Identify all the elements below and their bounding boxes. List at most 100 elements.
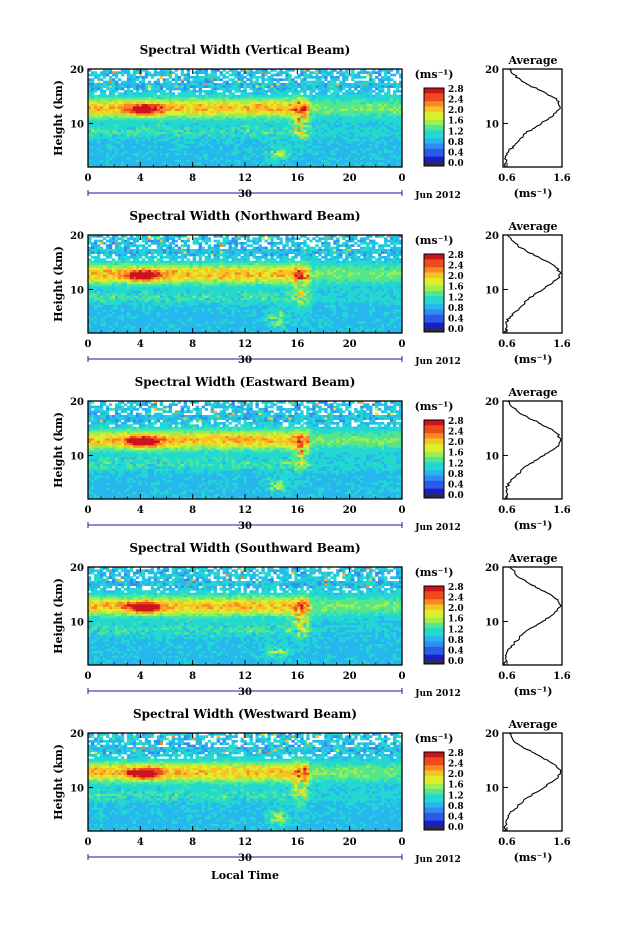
heatmap-cell	[366, 249, 370, 252]
heatmap-cell	[324, 146, 328, 149]
heatmap-cell	[234, 164, 238, 168]
heatmap-cell	[189, 160, 194, 163]
heatmap-cell	[351, 78, 355, 82]
heatmap-cell	[273, 97, 277, 100]
heatmap-cell	[258, 111, 262, 114]
heatmap-cell	[231, 136, 235, 140]
heatmap-cell	[147, 244, 152, 248]
heatmap-cell	[186, 78, 191, 82]
heatmap-cell	[117, 160, 122, 163]
heatmap-cell	[351, 106, 355, 110]
heatmap-cell	[201, 125, 205, 128]
heatmap-cell	[369, 94, 373, 98]
heatmap-cell	[315, 97, 319, 100]
heatmap-cell	[231, 127, 235, 131]
heatmap-cell	[108, 249, 113, 252]
heatmap-cell	[303, 115, 307, 119]
heatmap-cell	[237, 235, 241, 238]
heatmap-cell	[129, 125, 134, 128]
heatmap-cell	[297, 92, 301, 96]
heatmap-cell	[237, 99, 241, 103]
heatmap-cell	[336, 237, 340, 241]
heatmap-cell	[153, 111, 158, 114]
heatmap-cell	[111, 162, 116, 166]
heatmap-cell	[177, 134, 182, 138]
heatmap-cell	[366, 235, 370, 238]
heatmap-cell	[96, 162, 101, 166]
heatmap-cell	[315, 94, 319, 98]
heatmap-cell	[378, 92, 382, 96]
heatmap-cell	[240, 153, 244, 156]
heatmap-cell	[306, 153, 310, 156]
heatmap-cell	[300, 136, 304, 140]
heatmap-cell	[345, 73, 349, 77]
heatmap-cell	[270, 122, 274, 126]
heatmap-cell	[132, 83, 137, 86]
heatmap-cell	[117, 111, 122, 114]
heatmap-cell	[174, 99, 179, 103]
heatmap-cell	[195, 122, 199, 126]
heatmap-cell	[159, 69, 164, 72]
heatmap-cell	[336, 127, 340, 131]
heatmap-cell	[246, 85, 250, 89]
heatmap-cell	[339, 143, 343, 147]
heatmap-cell	[105, 122, 110, 126]
heatmap-cell	[126, 113, 131, 117]
heatmap-cell	[243, 99, 247, 103]
heatmap-cell	[174, 111, 179, 114]
heatmap-cell	[240, 92, 244, 96]
heatmap-cell	[213, 115, 217, 119]
heatmap-cell	[297, 237, 301, 241]
heatmap-cell	[96, 83, 101, 86]
heatmap-cell	[123, 139, 128, 142]
heatmap-cell	[246, 104, 250, 107]
heatmap-cell	[147, 106, 152, 110]
heatmap-cell	[384, 132, 388, 135]
heatmap-cell	[213, 118, 217, 121]
heatmap-cell	[246, 108, 250, 112]
heatmap-cell	[231, 97, 235, 100]
heatmap-cell	[213, 256, 217, 259]
colorbar-segment	[424, 156, 444, 160]
heatmap-cell	[243, 76, 247, 79]
heatmap-cell	[213, 150, 217, 154]
heatmap-cell	[255, 87, 259, 91]
heatmap-cell	[261, 90, 265, 93]
heatmap-cell	[264, 153, 268, 156]
heatmap-cell	[333, 115, 337, 119]
heatmap-cell	[261, 122, 265, 126]
heatmap-cell	[231, 83, 235, 86]
heatmap-cell	[375, 122, 379, 126]
heatmap-cell	[207, 118, 211, 121]
heatmap-cell	[234, 76, 238, 79]
heatmap-cell	[150, 127, 155, 131]
heatmap-cell	[216, 153, 220, 156]
heatmap-cell	[108, 83, 113, 86]
heatmap-cell	[369, 76, 373, 79]
heatmap-cell	[225, 155, 229, 159]
heatmap-cell	[327, 139, 331, 142]
heatmap-cell	[279, 136, 283, 140]
heatmap-cell	[330, 108, 334, 112]
heatmap-cell	[240, 120, 244, 124]
heatmap-cell	[354, 134, 358, 138]
heatmap-cell	[123, 146, 128, 149]
heatmap-cell	[129, 155, 134, 159]
heatmap-cell	[282, 148, 286, 152]
heatmap-cell	[378, 253, 382, 257]
heatmap-cell	[309, 80, 313, 84]
heatmap-cell	[297, 83, 301, 86]
colorbar-tick-label: 0.4	[448, 148, 464, 158]
heatmap-cell	[288, 153, 292, 156]
heatmap-cell	[141, 146, 146, 149]
heatmap-cell	[171, 108, 176, 112]
heatmap-cell	[267, 90, 271, 93]
heatmap-cell	[156, 157, 161, 161]
heatmap-cell	[354, 127, 358, 131]
heatmap-cell	[231, 92, 235, 96]
heatmap-cell	[252, 71, 256, 75]
heatmap-cell	[357, 94, 361, 98]
heatmap-cell	[213, 139, 217, 142]
heatmap-cell	[186, 113, 191, 117]
heatmap-cell	[153, 139, 158, 142]
